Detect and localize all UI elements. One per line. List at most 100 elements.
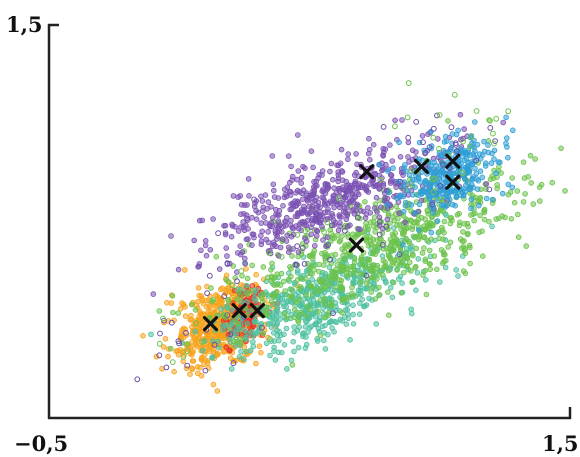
scatter-point-943 bbox=[273, 310, 279, 317]
scatter-point-1388 bbox=[494, 182, 501, 188]
scatter-point-311 bbox=[178, 305, 184, 312]
scatter-point-1576 bbox=[291, 314, 297, 321]
scatter-point-1733 bbox=[358, 254, 365, 261]
scatter-point-2826 bbox=[193, 320, 199, 327]
scatter-point-1776 bbox=[390, 279, 397, 286]
scatter-point-1791 bbox=[323, 252, 330, 258]
scatter-point-424 bbox=[198, 372, 205, 379]
scatter-point-2577 bbox=[453, 131, 460, 138]
scatter-point-2714 bbox=[221, 293, 228, 300]
scatter-point-1569 bbox=[311, 247, 318, 254]
scatter-point-2361 bbox=[253, 207, 259, 214]
scatter-point-2213 bbox=[282, 191, 289, 198]
scatter-point-1693 bbox=[288, 286, 295, 293]
scatter-point-1441 bbox=[530, 201, 537, 207]
scatter-point-1602 bbox=[344, 252, 351, 258]
scatter-point-1471 bbox=[337, 257, 343, 264]
scatter-point-431 bbox=[140, 332, 146, 339]
scatter-point-2162 bbox=[288, 233, 295, 240]
scatter-point-2345 bbox=[335, 185, 342, 192]
scatter-point-1488 bbox=[479, 253, 486, 260]
scatter-point-2819 bbox=[266, 250, 273, 256]
scatter-point-1905 bbox=[365, 205, 371, 211]
scatter-point-1795 bbox=[332, 251, 339, 258]
scatter-point-1017 bbox=[270, 329, 277, 336]
scatter-point-2791 bbox=[430, 189, 437, 196]
scatter-point-980 bbox=[279, 291, 286, 298]
scatter-point-232 bbox=[162, 335, 169, 342]
scatter-point-1921 bbox=[294, 132, 301, 138]
scatter-point-1702 bbox=[332, 269, 339, 276]
scatter-point-2649 bbox=[452, 187, 458, 194]
scatter-point-1543 bbox=[249, 287, 255, 294]
scatter-point-2703 bbox=[206, 272, 213, 279]
scatter-point-2234 bbox=[343, 216, 350, 223]
scatter-point-1431 bbox=[210, 296, 217, 303]
scatter-point-2783 bbox=[436, 145, 442, 152]
scatter-point-2279 bbox=[335, 227, 342, 234]
scatter-point-62 bbox=[253, 360, 259, 367]
scatter-point-1680 bbox=[309, 256, 316, 262]
scatter-point-2231 bbox=[282, 218, 288, 225]
scatter-point-1689 bbox=[462, 246, 468, 252]
scatter-point-2358 bbox=[344, 156, 351, 163]
scatter-point-1470 bbox=[326, 281, 333, 288]
scatter-point-2811 bbox=[392, 123, 398, 130]
scatter-point-1526 bbox=[213, 253, 220, 260]
scatter-point-1312 bbox=[399, 259, 406, 266]
scatter-point-1123 bbox=[326, 319, 333, 326]
scatter-point-726 bbox=[387, 284, 394, 291]
scatter-point-2726 bbox=[230, 360, 237, 367]
scatter-point-466 bbox=[189, 358, 196, 364]
scatter-point-2305 bbox=[275, 225, 282, 232]
scatter-point-491 bbox=[205, 309, 212, 315]
scatter-point-1816 bbox=[454, 212, 461, 218]
scatter-point-1373 bbox=[368, 289, 375, 296]
scatter-point-2667 bbox=[425, 193, 432, 199]
scatter-point-2742 bbox=[168, 319, 175, 326]
centroid-marker-6 bbox=[445, 153, 461, 169]
scatter-point-1327 bbox=[441, 218, 448, 225]
scatter-point-965 bbox=[216, 344, 222, 351]
centroid-marker-2 bbox=[249, 302, 265, 319]
scatter-point-2321 bbox=[298, 174, 305, 181]
scatter-point-908 bbox=[303, 319, 310, 325]
scatter-point-331 bbox=[256, 343, 263, 350]
scatter-point-1666 bbox=[528, 180, 534, 186]
scatter-point-2728 bbox=[301, 261, 308, 267]
scatter-point-2003 bbox=[347, 222, 353, 229]
scatter-point-2354 bbox=[384, 216, 391, 223]
scatter-point-2307 bbox=[327, 168, 333, 175]
scatter-point-79 bbox=[195, 285, 202, 291]
scatter-point-2689 bbox=[431, 170, 438, 176]
scatter-point-1476 bbox=[319, 250, 325, 257]
scatter-point-346 bbox=[190, 348, 197, 355]
scatter-point-672 bbox=[319, 323, 326, 330]
scatter-point-1093 bbox=[192, 328, 199, 335]
scatter-point-1560 bbox=[352, 293, 359, 299]
scatter-point-2295 bbox=[263, 236, 270, 243]
scatter-point-1778 bbox=[459, 238, 466, 245]
scatter-point-2793 bbox=[491, 140, 497, 147]
scatter-point-2334 bbox=[324, 182, 331, 189]
scatter-point-1539 bbox=[392, 239, 399, 246]
scatter-point-2039 bbox=[202, 238, 209, 244]
scatter-point-2310 bbox=[269, 215, 276, 221]
scatter-point-2523 bbox=[400, 242, 406, 248]
scatter-point-1643 bbox=[401, 230, 408, 236]
scatter-point-1735 bbox=[385, 267, 392, 274]
scatter-point-1275 bbox=[486, 218, 492, 225]
scatter-point-1855 bbox=[265, 229, 271, 235]
scatter-point-2767 bbox=[176, 340, 183, 347]
scatter-point-1803 bbox=[340, 297, 347, 304]
scatter-point-1756 bbox=[428, 214, 435, 221]
scatter-point-1027 bbox=[224, 305, 231, 311]
scatter-point-2627 bbox=[509, 127, 516, 134]
scatter-point-1382 bbox=[362, 199, 368, 205]
scatter-point-1194 bbox=[284, 315, 290, 322]
scatter-point-694 bbox=[489, 223, 495, 230]
scatter-point-829 bbox=[314, 335, 321, 342]
scatter-point-2620 bbox=[491, 156, 497, 162]
scatter-point-1771 bbox=[362, 264, 368, 270]
scatter-point-2143 bbox=[367, 181, 373, 187]
